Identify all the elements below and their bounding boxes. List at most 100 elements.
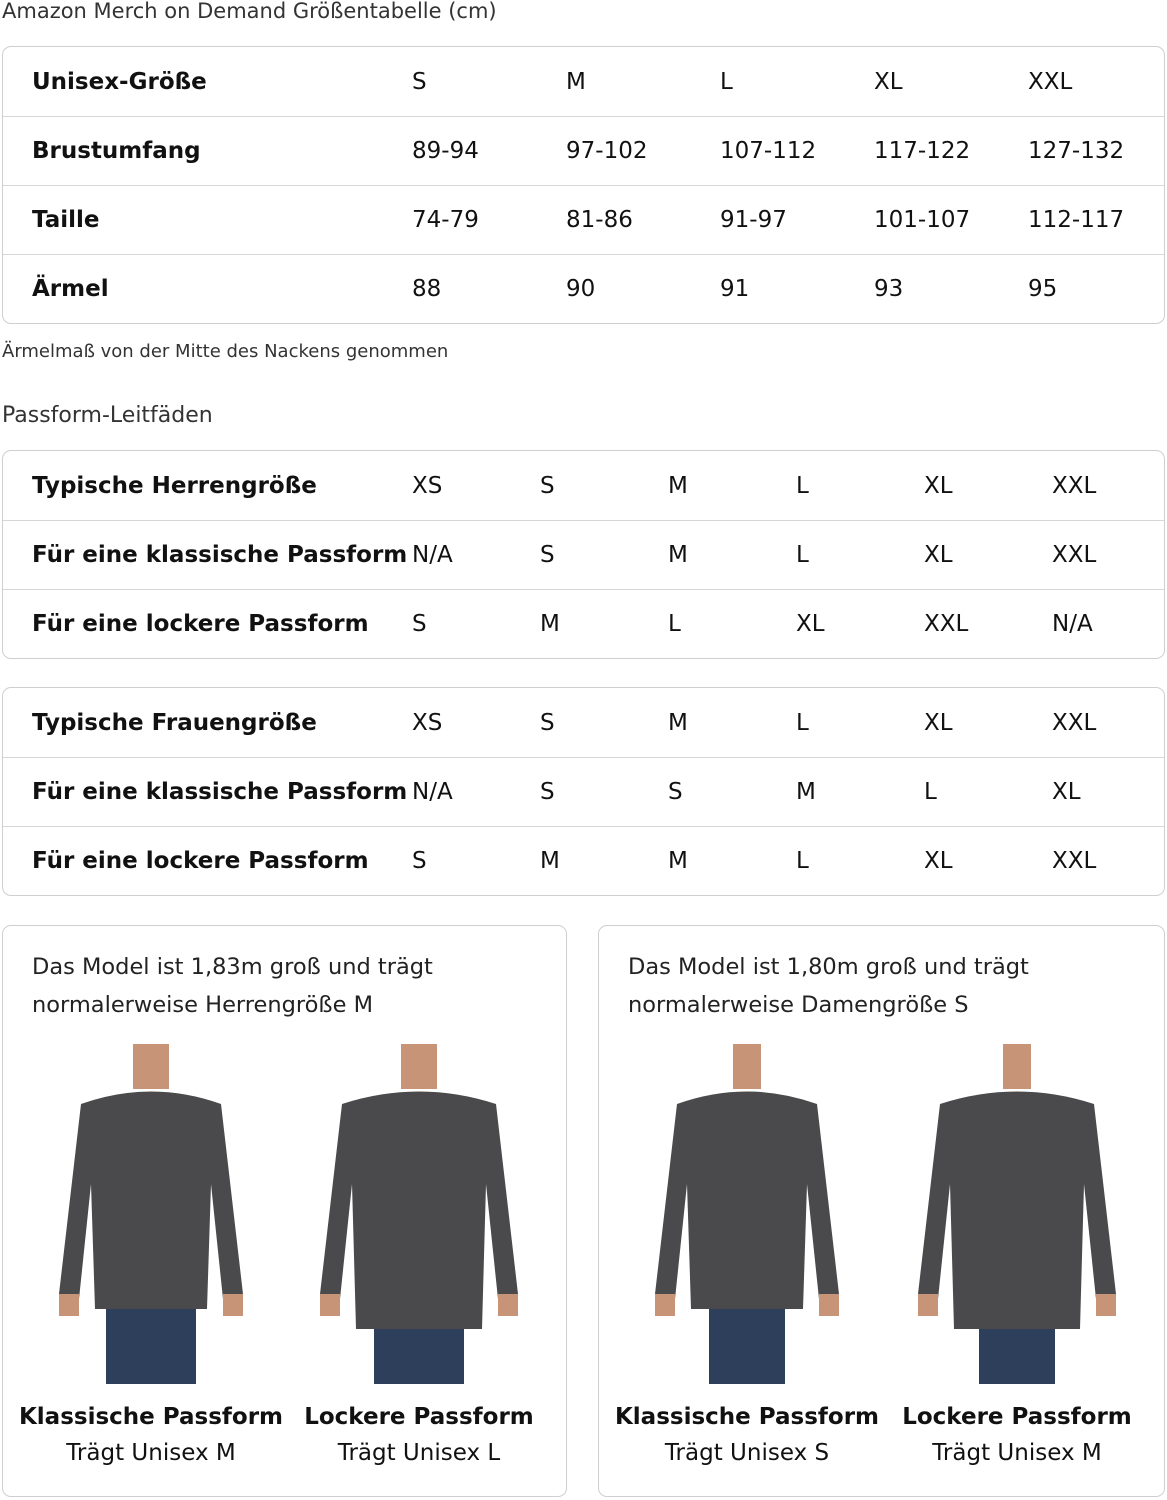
fit-guide-heading: Passform-Leitfäden (2, 403, 213, 428)
table-cell: M (796, 779, 816, 805)
table-cell: L (796, 709, 809, 736)
model-photo (917, 1044, 1117, 1384)
table-cell: S (668, 779, 683, 805)
table-cell: S (540, 709, 555, 736)
table-cell: XXL (1052, 472, 1097, 499)
table-cell: 91-97 (720, 207, 787, 233)
table-cell: 101-107 (874, 207, 971, 233)
row-label: Taille (32, 207, 100, 233)
model-photo (51, 1044, 251, 1384)
table-row: Taille 74-79 81-86 91-97 101-107 112-117 (3, 185, 1164, 254)
model-description: Das Model ist 1,80m groß und trägt normal… (628, 948, 1029, 1024)
table-cell: 74-79 (412, 207, 479, 233)
table-cell: XXL (1052, 542, 1097, 568)
table-row: Brustumfang 89-94 97-102 107-112 117-122 127-… (3, 116, 1164, 185)
table-cell: M (540, 611, 560, 637)
table-cell: XL (924, 472, 953, 499)
table-cell: 95 (1028, 276, 1058, 302)
table-cell: 93 (874, 276, 904, 302)
table-cell: M (566, 68, 586, 95)
page-title: Amazon Merch on Demand Größentabelle (cm… (2, 0, 497, 23)
worn-size: Trägt Unisex L (337, 1440, 501, 1466)
model-size-text: normalerweise Herrengröße M (32, 992, 374, 1018)
table-cell: N/A (412, 542, 453, 568)
table-cell: 90 (566, 276, 596, 302)
table-row: Für eine klassische Passform N/A S M L XL XXL (3, 520, 1164, 589)
table-cell: L (796, 472, 809, 499)
table-cell: XXL (1052, 709, 1097, 736)
row-label: Typische Frauengröße (32, 709, 317, 736)
table-row: Unisex-Größe S M L XL XXL (3, 47, 1164, 116)
table-cell: XXL (924, 611, 969, 637)
model-photo (319, 1044, 519, 1384)
table-cell: L (720, 68, 733, 95)
table-cell: XL (1052, 779, 1081, 805)
fit-caption: Lockere Passform Trägt Unisex L (284, 1404, 554, 1466)
row-label: Für eine lockere Passform (32, 848, 369, 874)
fit-name: Klassische Passform (18, 1404, 284, 1430)
table-row: Ärmel 88 90 91 93 95 (3, 254, 1164, 323)
table-cell: 89-94 (412, 138, 479, 164)
row-label: Für eine klassische Passform (32, 542, 408, 568)
table-cell: XL (924, 709, 953, 736)
fit-name: Lockere Passform (902, 1404, 1132, 1430)
model-description: Das Model ist 1,83m groß und trägt normal… (32, 948, 433, 1024)
table-cell: L (924, 779, 937, 805)
table-cell: N/A (1052, 611, 1093, 637)
unisex-size-table: Unisex-Größe S M L XL XXL Brustumfang 89-94 97-1… (2, 46, 1165, 324)
table-row: Für eine lockere Passform S M L XL XXL N/A (3, 589, 1164, 658)
table-cell: XL (924, 542, 953, 568)
row-label: Brustumfang (32, 138, 201, 164)
row-label: Typische Herrengröße (32, 472, 317, 499)
table-row: Für eine lockere Passform S M M L XL XXL (3, 826, 1164, 895)
model-size-text: normalerweise Damengröße S (628, 992, 969, 1018)
table-cell: L (796, 542, 809, 568)
table-cell: 112-117 (1028, 207, 1125, 233)
table-cell: S (412, 848, 427, 874)
table-cell: XXL (1028, 68, 1073, 95)
table-cell: S (540, 542, 555, 568)
sleeve-note: Ärmelmaß von der Mitte des Nackens genom… (2, 341, 449, 362)
model-photo (647, 1044, 847, 1384)
table-cell: M (668, 848, 688, 874)
table-cell: L (796, 848, 809, 874)
table-cell: XL (874, 68, 903, 95)
table-cell: L (668, 611, 681, 637)
table-cell: 117-122 (874, 138, 971, 164)
row-label: Für eine lockere Passform (32, 611, 369, 637)
table-cell: XS (412, 472, 443, 499)
table-row: Für eine klassische Passform N/A S S M L XL (3, 757, 1164, 826)
fit-caption: Klassische Passform Trägt Unisex M (16, 1404, 286, 1466)
table-cell: M (540, 848, 560, 874)
table-row: Typische Herrengröße XS S M L XL XXL (3, 451, 1164, 520)
table-cell: N/A (412, 779, 453, 805)
table-cell: 97-102 (566, 138, 648, 164)
table-cell: M (668, 472, 688, 499)
worn-size: Trägt Unisex M (932, 1440, 1102, 1466)
table-cell: S (412, 611, 427, 637)
row-label: Für eine klassische Passform (32, 779, 408, 805)
model-height-text: Das Model ist 1,83m groß und trägt (32, 954, 433, 980)
table-row: Typische Frauengröße XS S M L XL XXL (3, 688, 1164, 757)
row-label: Unisex-Größe (32, 68, 207, 95)
table-cell: 81-86 (566, 207, 633, 233)
table-cell: XL (924, 848, 953, 874)
row-label: Ärmel (32, 276, 109, 302)
men-fit-table: Typische Herrengröße XS S M L XL XXL Für eine k… (2, 450, 1165, 659)
table-cell: 88 (412, 276, 442, 302)
table-cell: XS (412, 709, 443, 736)
model-height-text: Das Model ist 1,80m groß und trägt (628, 954, 1029, 980)
fit-caption: Klassische Passform Trägt Unisex S (612, 1404, 882, 1466)
women-model-card: Das Model ist 1,80m groß und trägt normal… (598, 925, 1165, 1497)
men-model-card: Das Model ist 1,83m groß und trägt normal… (2, 925, 567, 1497)
table-cell: XL (796, 611, 825, 637)
table-cell: M (668, 709, 688, 736)
women-fit-table: Typische Frauengröße XS S M L XL XXL Für eine k… (2, 687, 1165, 896)
worn-size: Trägt Unisex S (664, 1440, 830, 1466)
table-cell: 127-132 (1028, 138, 1125, 164)
table-cell: S (540, 472, 555, 499)
worn-size: Trägt Unisex M (66, 1440, 236, 1466)
fit-name: Klassische Passform (614, 1404, 880, 1430)
table-cell: M (668, 542, 688, 568)
table-cell: XXL (1052, 848, 1097, 874)
